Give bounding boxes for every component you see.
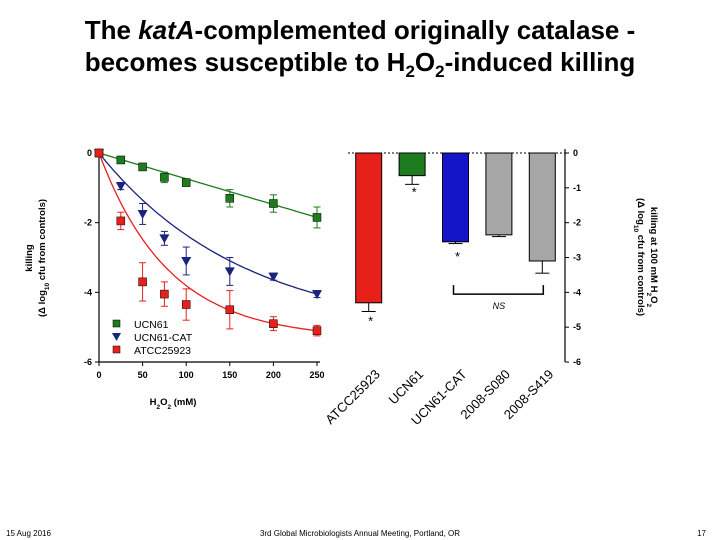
legend-marker <box>112 333 121 341</box>
data-point <box>225 305 235 314</box>
left-y-tick-label: -6 <box>84 357 92 367</box>
data-point <box>312 326 322 335</box>
data-point <box>181 300 191 309</box>
title-text: O <box>414 47 436 77</box>
legend-label: UCN61 <box>134 319 169 331</box>
data-point <box>138 277 147 287</box>
data-point <box>312 290 322 300</box>
legend-marker <box>112 319 121 328</box>
title-text: -complemented originally catalase - <box>194 15 636 45</box>
right-y-tick-label: -4 <box>573 287 581 297</box>
right-y-tick-label: -2 <box>573 218 581 228</box>
data-point <box>181 256 192 266</box>
significance-asterisk: * <box>368 313 373 328</box>
data-point <box>115 182 126 192</box>
title-text: becomes susceptible to H <box>84 47 406 77</box>
data-point <box>160 289 169 299</box>
left-y-tick-label: -2 <box>84 218 92 228</box>
data-point <box>159 234 170 244</box>
left-x-axis-label: H2O2 (mM) <box>150 397 197 411</box>
bar <box>485 152 513 236</box>
footer-meeting: 3rd Global Microbiologists Annual Meetin… <box>259 529 461 538</box>
left-x-tick-label: 200 <box>266 370 281 380</box>
data-point <box>116 155 126 165</box>
data-point <box>116 216 126 226</box>
significance-asterisk: * <box>412 185 417 200</box>
title-subscript: 2 <box>405 62 415 82</box>
data-point <box>268 272 279 282</box>
right-y-tick-label: -1 <box>573 183 581 193</box>
bar <box>355 152 383 304</box>
fit-curve-ucn61-cat <box>98 152 318 295</box>
data-point <box>225 194 235 203</box>
right-y-tick-label: -6 <box>573 357 581 367</box>
title-line-2: becomes susceptible to H2O2-induced kill… <box>0 46 720 82</box>
title-text: -induced killing <box>444 47 636 77</box>
data-point <box>224 267 235 277</box>
right-y-tick-label: -3 <box>573 253 581 263</box>
left-x-tick-label: 250 <box>309 370 324 380</box>
ns-label: NS <box>493 301 506 311</box>
footer-page-number: 17 <box>697 529 706 538</box>
fit-curve-atcc25923 <box>98 152 318 332</box>
left-x-tick-label: 100 <box>179 370 194 380</box>
left-x-tick-label: 150 <box>222 370 237 380</box>
data-point <box>269 199 278 208</box>
right-y-tick-label: 0 <box>573 148 578 158</box>
title-subscript: 2 <box>435 62 445 82</box>
data-point <box>138 162 147 172</box>
legend-label: UCN61-CAT <box>134 332 193 344</box>
right-y-axis-label: (Δ log10 cfu from controls) <box>633 198 647 316</box>
title-gene-name: katA <box>138 15 195 45</box>
significance-asterisk: * <box>455 249 460 264</box>
bar-category-label: ATCC25923 <box>322 367 383 428</box>
left-y-tick-label: 0 <box>87 148 92 158</box>
bar <box>442 152 469 243</box>
right-y-tick-label: -5 <box>573 322 581 332</box>
left-y-axis-label: killing <box>24 244 35 272</box>
bar-category-label: UCN61 <box>385 367 426 408</box>
slide-title: The katA-complemented originally catalas… <box>0 14 720 82</box>
data-point <box>181 178 191 187</box>
data-point <box>269 319 278 328</box>
legend-label: ATCC25923 <box>134 345 191 357</box>
right-y-axis-label: killing at 100 mM H2O2 <box>646 207 660 308</box>
data-point <box>312 213 322 222</box>
footer-date: 15 Aug 2016 <box>6 529 51 538</box>
bar <box>528 152 556 262</box>
title-text: The <box>84 15 139 45</box>
left-x-tick-label: 0 <box>96 370 101 380</box>
data-point <box>160 173 169 182</box>
title-line-1: The katA-complemented originally catalas… <box>0 14 720 46</box>
left-x-tick-label: 50 <box>138 370 148 380</box>
ns-bracket <box>452 285 545 295</box>
fit-curve-ucn61 <box>98 152 318 219</box>
legend-marker <box>112 345 121 354</box>
data-point <box>94 148 104 158</box>
bar <box>398 152 426 177</box>
left-y-axis-label: (Δ log10 cfu from controls) <box>37 199 51 317</box>
data-point <box>137 209 148 219</box>
left-y-tick-label: -4 <box>84 287 92 297</box>
